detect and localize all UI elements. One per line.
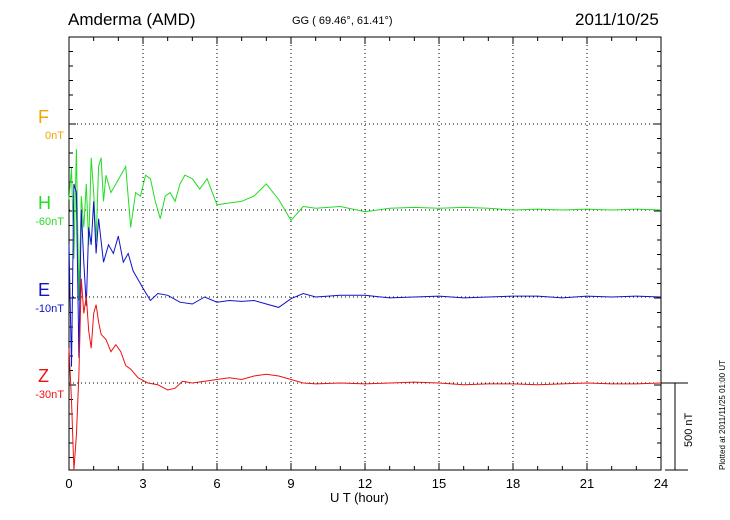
x-tick-label: 3 (139, 476, 147, 491)
x-tick-label: 0 (65, 476, 73, 491)
x-tick-label: 21 (579, 476, 595, 491)
station-coords: GG ( 69.46°, 61.41°) (292, 15, 393, 27)
component-f-offset: 0nT (45, 130, 64, 142)
series-e-line (68, 183, 662, 367)
component-f-label: F (38, 107, 49, 127)
x-tick-label: 18 (505, 476, 521, 491)
component-z-label: Z (38, 366, 49, 386)
x-tick-label: 9 (287, 476, 295, 491)
component-h-label: H (38, 193, 51, 213)
date-label: 2011/10/25 (575, 10, 659, 29)
series-z-line (68, 278, 662, 471)
x-tick-label: 15 (431, 476, 447, 491)
plotted-note: Plotted at 2011/11/25 01:00 UT (718, 359, 727, 470)
x-tick-label: 24 (653, 476, 669, 491)
x-tick-label: 6 (213, 476, 221, 491)
component-z-offset: -30nT (35, 389, 64, 401)
scale-bar-label: 500 nT (683, 412, 695, 447)
component-e-label: E (38, 280, 51, 300)
x-axis-label: U T (hour) (330, 490, 389, 505)
component-h-offset: -60nT (35, 216, 64, 228)
station-name: Amderma (AMD) (68, 10, 196, 29)
component-e-offset: -10nT (35, 303, 64, 315)
series-h-line (68, 149, 662, 301)
x-tick-label: 12 (357, 476, 373, 491)
